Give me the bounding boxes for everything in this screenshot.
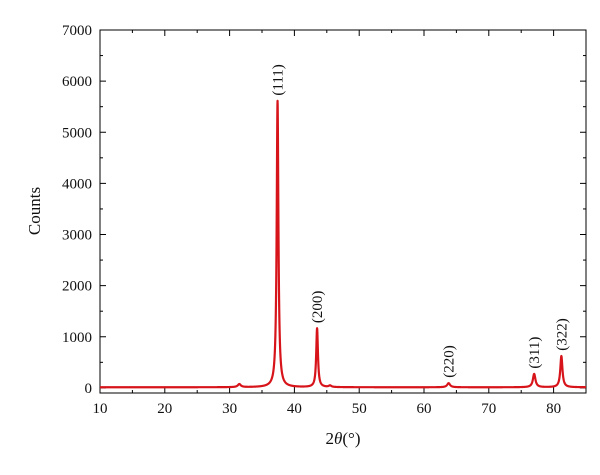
x-tick-label: 40 [287,401,302,417]
plot-frame [99,29,587,394]
x-axis-label-prefix: 2 [326,429,335,448]
x-tick-label: 70 [481,401,496,417]
peak-label: (111) [271,64,287,95]
peak-label: (200) [310,291,326,324]
y-tick-label: 1000 [62,330,92,346]
series-layer [99,99,587,389]
y-tick-label: 4000 [62,176,92,192]
y-tick-label: 5000 [62,125,92,141]
y-tick-label: 0 [85,381,93,397]
xrd-series-line [99,99,587,389]
x-tick-label: 10 [93,401,108,417]
x-tick-label: 20 [157,401,172,417]
x-tick-label: 60 [417,401,432,417]
x-tick-label: 30 [222,401,237,417]
peak-label: (322) [554,318,570,351]
peak-label: (220) [442,345,458,378]
x-axis-label: 2θ(°) [326,429,361,448]
peak-label: (311) [527,337,543,369]
y-axis-label: Counts [25,187,44,235]
peak-annotations: (111) (200) (220) (311) (322) [271,64,571,378]
y-tick-label: 2000 [62,279,92,295]
x-axis-label-suffix: (°) [342,429,360,448]
x-tick-label: 80 [546,401,561,417]
y-tick-label: 6000 [62,74,92,90]
y-tick-label: 7000 [62,23,92,39]
axis-ticks: 10 20 30 40 50 60 70 80 0 1000 2000 3000 4000 5000 600… [62,23,586,417]
x-tick-label: 50 [352,401,367,417]
x-axis-label-theta: θ [334,429,342,448]
y-tick-label: 3000 [62,228,92,244]
